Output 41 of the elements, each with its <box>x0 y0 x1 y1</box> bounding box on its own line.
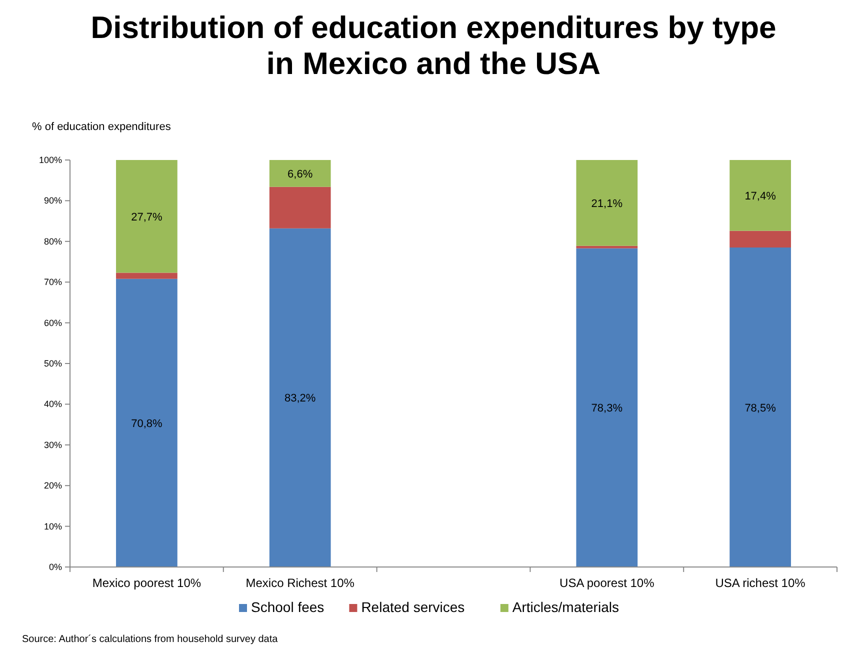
legend-label: Articles/materials <box>512 599 619 615</box>
x-tick-label: Mexico Richest 10% <box>246 576 355 590</box>
bar <box>116 278 178 567</box>
bar <box>730 230 791 248</box>
legend-label: School fees <box>251 599 324 615</box>
x-tick-label: USA poorest 10% <box>560 576 655 590</box>
data-label: 6,6% <box>288 168 313 180</box>
data-label: 21,1% <box>591 198 623 210</box>
bar <box>576 248 638 567</box>
bar <box>269 186 331 228</box>
y-tick-label: 60% <box>44 318 62 328</box>
bar <box>730 248 791 567</box>
data-label: 27,7% <box>131 211 163 224</box>
data-label: 70,8% <box>131 418 163 430</box>
y-tick-label: 30% <box>44 440 62 450</box>
y-tick-label: 80% <box>44 236 62 246</box>
bar <box>576 246 638 248</box>
x-tick-label: USA richest 10% <box>715 576 806 590</box>
y-tick-label: 40% <box>44 399 62 410</box>
y-tick-label: 70% <box>44 277 62 288</box>
x-tick-label: Mexico poorest 10% <box>92 576 202 590</box>
y-tick-label: 50% <box>44 358 62 368</box>
bar <box>116 160 178 273</box>
data-label: 78,3% <box>591 402 623 415</box>
legend-label: Related services <box>361 599 465 615</box>
bar <box>116 272 178 279</box>
source-note: Source: Author´s calculations from household survey data <box>22 634 278 645</box>
bar <box>576 160 638 246</box>
data-label: 83,2% <box>284 392 316 405</box>
data-label: 17,4% <box>744 190 776 202</box>
bar <box>730 160 791 231</box>
y-tick-label: 20% <box>44 480 62 491</box>
bar <box>269 228 331 567</box>
chart-title: Distribution of education expenditures by type in Mexico and the USA <box>90 10 776 81</box>
data-label: 78,5% <box>744 402 776 414</box>
y-tick-label: 0% <box>48 562 62 572</box>
y-tick-label: 10% <box>44 521 62 532</box>
bar <box>269 160 331 187</box>
y-tick-label: 100% <box>38 155 62 165</box>
y-axis-title: % of education expenditures <box>32 121 172 133</box>
y-tick-label: 90% <box>44 196 62 206</box>
